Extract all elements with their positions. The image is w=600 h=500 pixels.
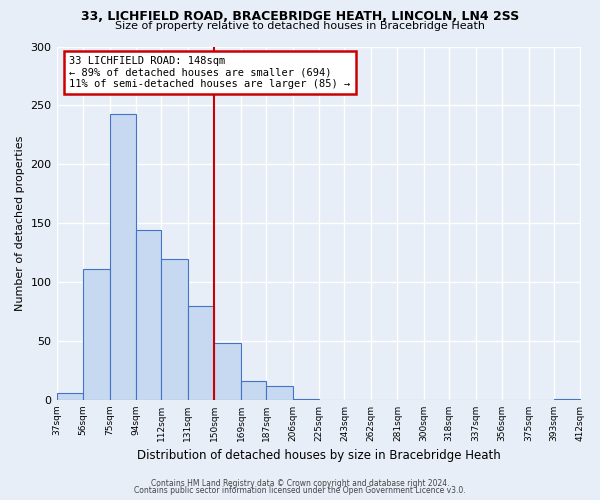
Bar	[188, 306, 214, 400]
Bar	[161, 258, 188, 400]
Bar	[56, 393, 83, 400]
Bar	[293, 399, 319, 400]
Text: 33 LICHFIELD ROAD: 148sqm
← 89% of detached houses are smaller (694)
11% of semi: 33 LICHFIELD ROAD: 148sqm ← 89% of detac…	[69, 56, 350, 89]
Bar	[214, 344, 241, 400]
Text: Contains public sector information licensed under the Open Government Licence v3: Contains public sector information licen…	[134, 486, 466, 495]
Bar	[241, 381, 266, 400]
Y-axis label: Number of detached properties: Number of detached properties	[15, 136, 25, 311]
Bar	[136, 230, 161, 400]
Bar	[266, 386, 293, 400]
Bar	[110, 114, 136, 400]
X-axis label: Distribution of detached houses by size in Bracebridge Heath: Distribution of detached houses by size …	[137, 450, 500, 462]
Text: 33, LICHFIELD ROAD, BRACEBRIDGE HEATH, LINCOLN, LN4 2SS: 33, LICHFIELD ROAD, BRACEBRIDGE HEATH, L…	[81, 10, 519, 23]
Bar	[554, 399, 580, 400]
Text: Contains HM Land Registry data © Crown copyright and database right 2024.: Contains HM Land Registry data © Crown c…	[151, 478, 449, 488]
Bar	[83, 269, 110, 400]
Text: Size of property relative to detached houses in Bracebridge Heath: Size of property relative to detached ho…	[115, 21, 485, 31]
